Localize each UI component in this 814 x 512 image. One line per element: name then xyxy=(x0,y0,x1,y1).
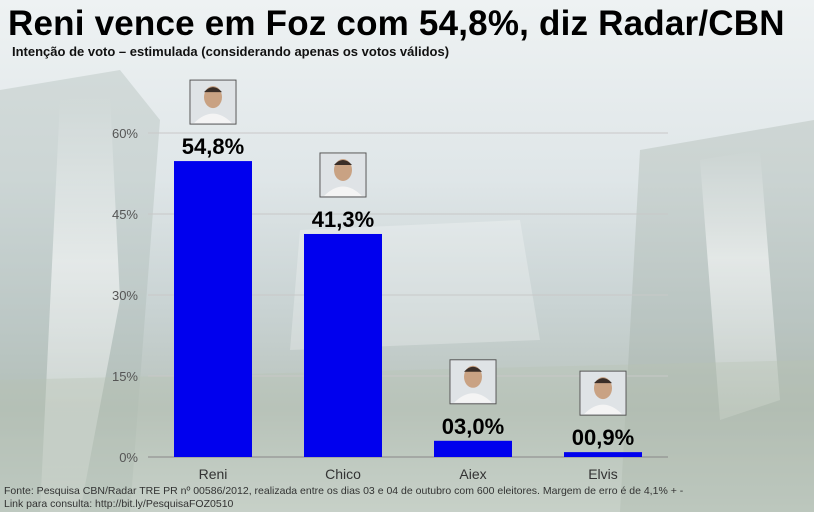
y-tick-label: 0% xyxy=(119,450,138,465)
page-title: Reni vence em Foz com 54,8%, diz Radar/C… xyxy=(8,4,785,43)
bar xyxy=(304,233,382,457)
chart-subtitle: Intenção de voto – estimulada (considera… xyxy=(12,44,450,59)
bar xyxy=(174,161,252,457)
link-line: Link para consulta: http://bit.ly/Pesqui… xyxy=(4,498,234,510)
bar xyxy=(564,452,642,457)
data-label: 41,3% xyxy=(312,207,374,232)
category-label: Reni xyxy=(199,466,228,482)
y-tick-label: 60% xyxy=(112,126,138,141)
category-label: Aiex xyxy=(459,466,486,482)
candidate-photo-icon xyxy=(449,359,497,405)
category-label: Elvis xyxy=(588,466,618,482)
y-tick-label: 45% xyxy=(112,207,138,222)
bar xyxy=(434,440,512,457)
candidate-photo-icon xyxy=(319,152,367,198)
candidate-photo-icon xyxy=(579,370,627,416)
source-line: Fonte: Pesquisa CBN/Radar TRE PR nº 0058… xyxy=(4,485,684,497)
source-note: Fonte: Pesquisa CBN/Radar TRE PR nº 0058… xyxy=(4,485,683,511)
y-tick-label: 15% xyxy=(112,369,138,384)
category-label: Chico xyxy=(325,466,361,482)
data-label: 54,8% xyxy=(182,134,244,159)
data-label: 03,0% xyxy=(442,414,504,439)
candidate-photo-icon xyxy=(189,79,237,125)
y-tick-label: 30% xyxy=(112,288,138,303)
data-label: 00,9% xyxy=(572,425,634,450)
